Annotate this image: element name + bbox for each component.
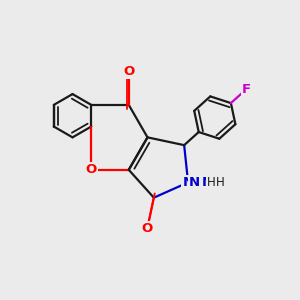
- Text: N: N: [202, 176, 213, 189]
- Text: H: H: [216, 176, 225, 189]
- Text: O: O: [86, 163, 97, 176]
- Text: O: O: [86, 163, 97, 176]
- Text: N: N: [182, 176, 194, 189]
- Text: N: N: [189, 176, 200, 189]
- Text: F: F: [242, 83, 251, 96]
- Text: H: H: [207, 176, 216, 189]
- Text: O: O: [123, 65, 134, 78]
- Text: O: O: [142, 222, 153, 235]
